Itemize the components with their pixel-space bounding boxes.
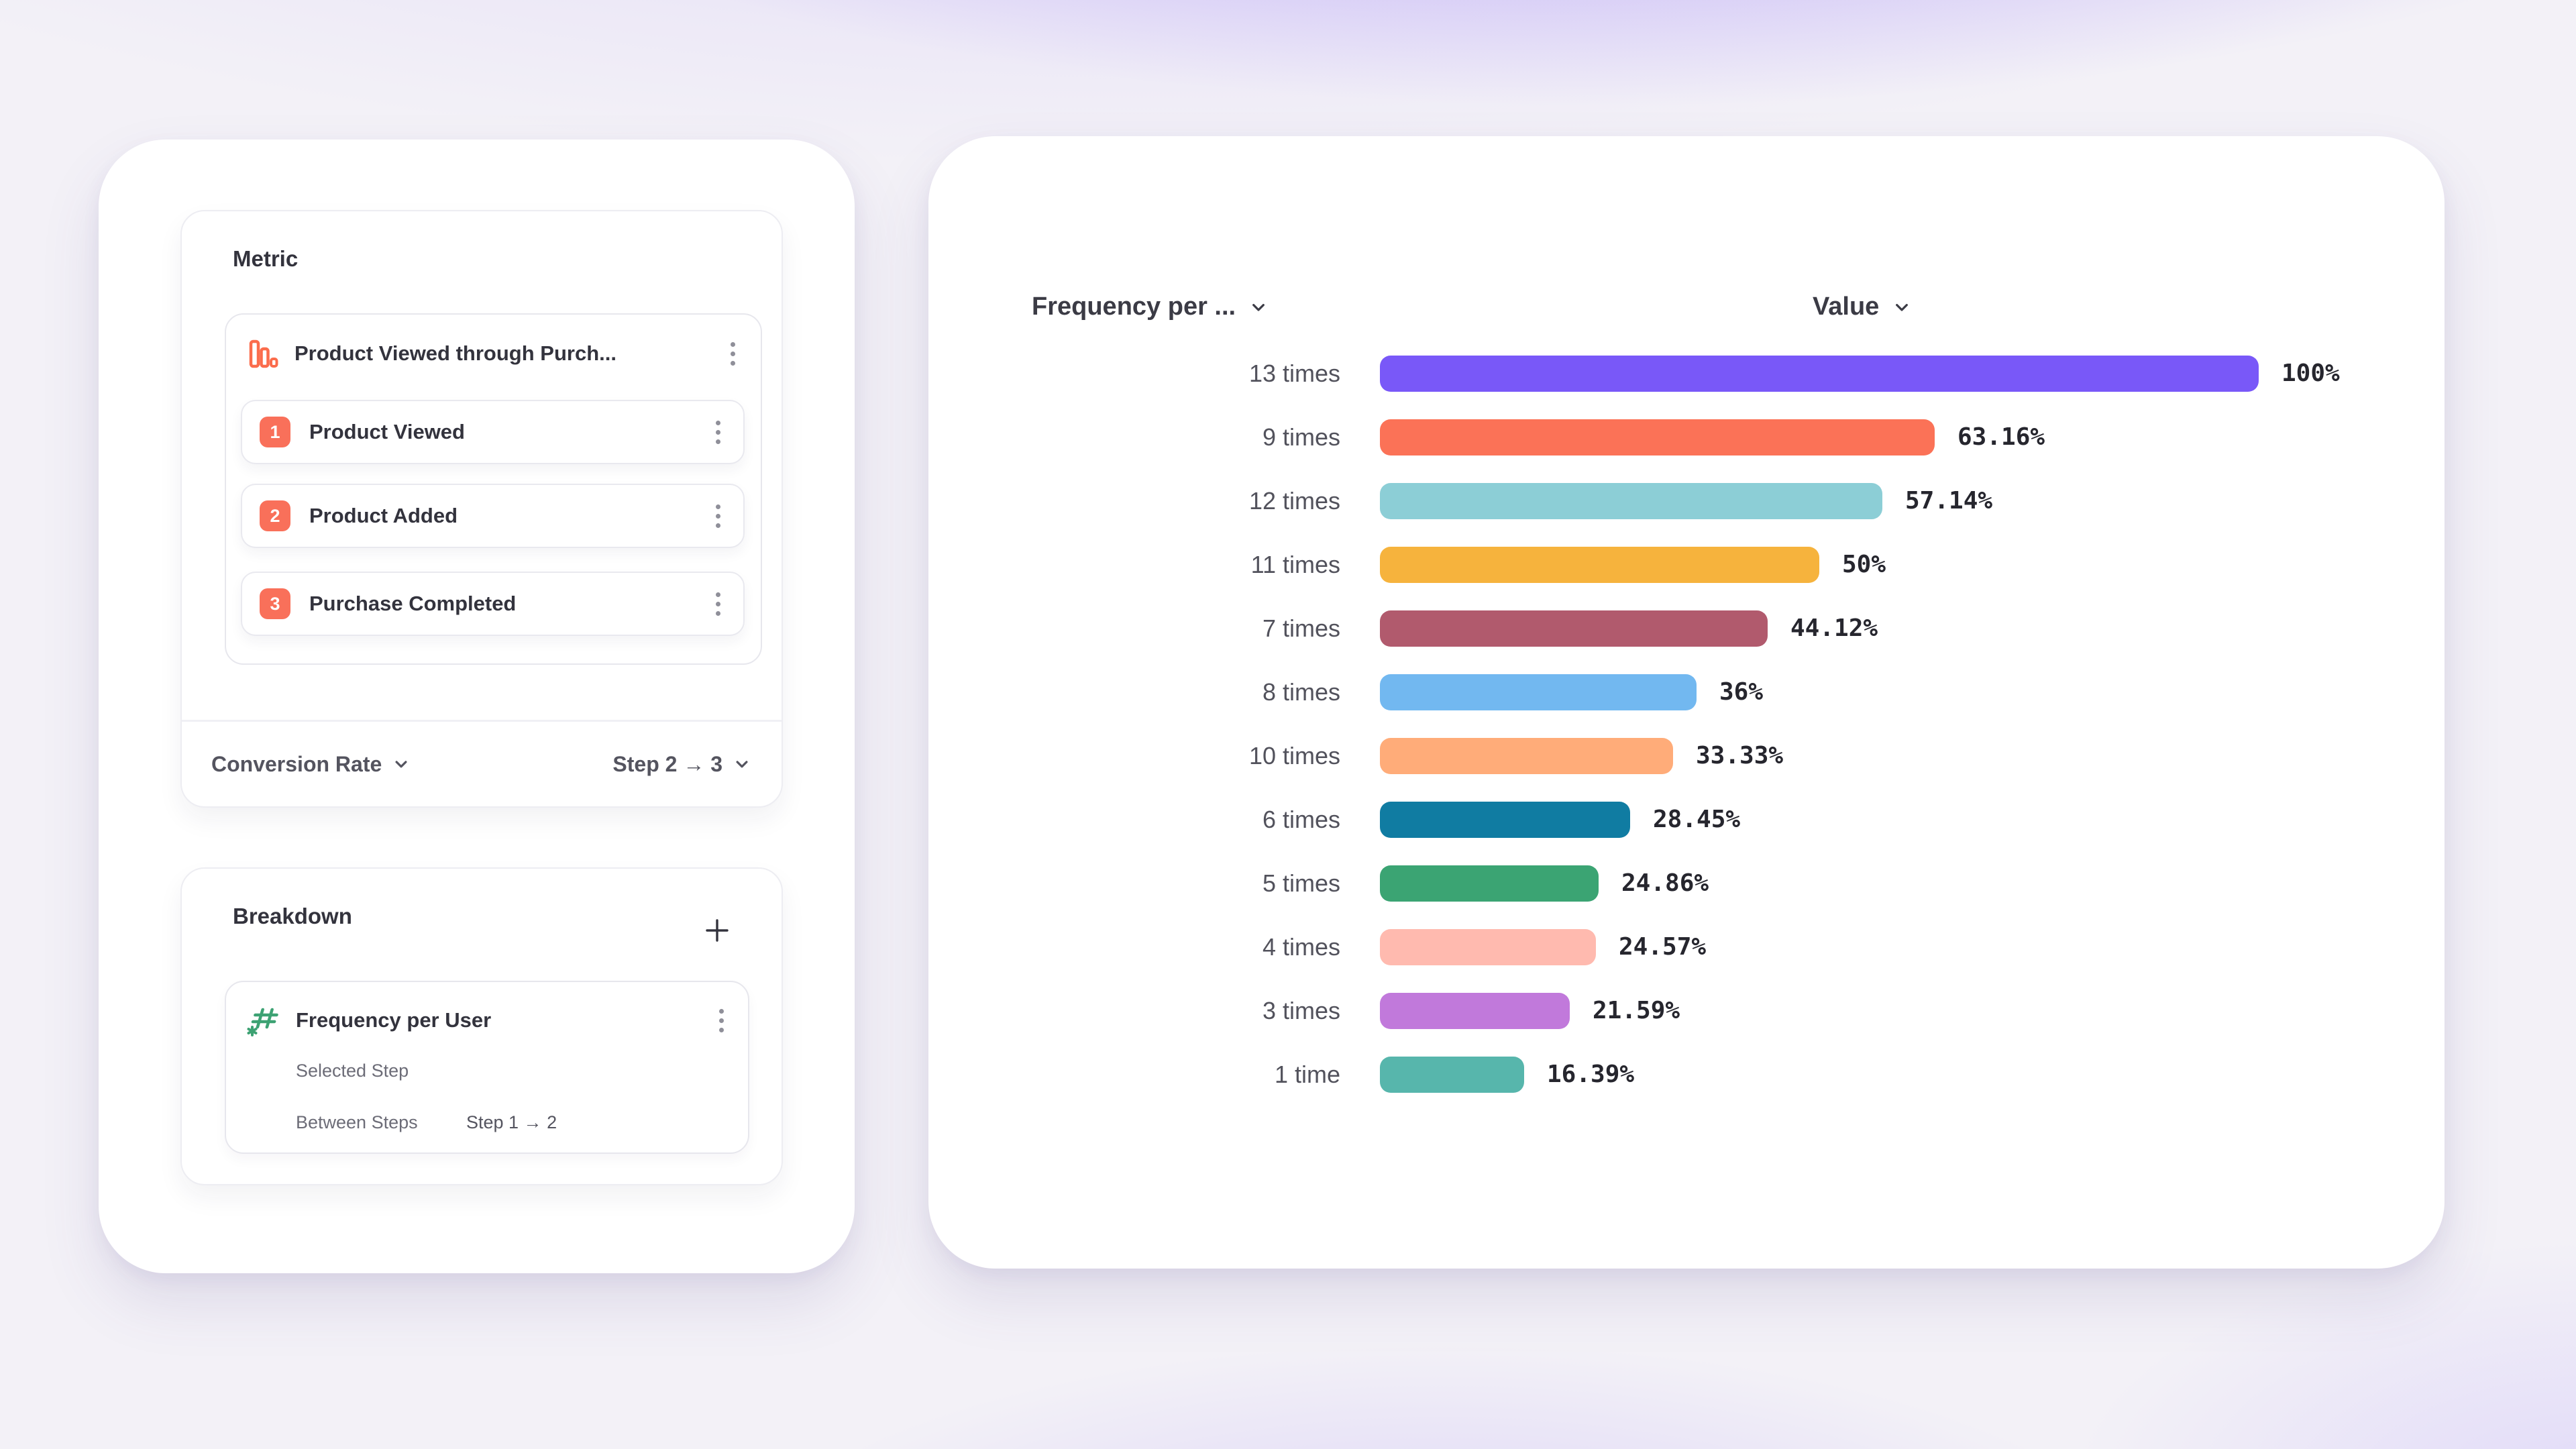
value-label: 24.86% xyxy=(1621,869,1709,897)
breakdown-between-steps-row: Between Steps Step 1 → 2 xyxy=(296,1112,557,1133)
value-label: 33.33% xyxy=(1696,742,1784,769)
kebab-menu-icon[interactable] xyxy=(714,1004,729,1038)
chevron-down-icon xyxy=(391,754,411,774)
between-steps-value[interactable]: Step 1 → 2 xyxy=(466,1112,557,1132)
step-number-badge: 1 xyxy=(260,417,290,447)
step-range-label: Step 2 → 3 xyxy=(612,751,722,776)
chevron-down-icon xyxy=(732,754,752,774)
frequency-column-header-label: Frequency per ... xyxy=(1032,292,1236,321)
bar-chart: 13 times 100% 9 times 63.16% 12 times 57… xyxy=(928,341,2404,1106)
kebab-menu-icon[interactable] xyxy=(725,337,741,371)
chart-row: 6 times 28.45% xyxy=(928,788,2404,851)
category-label: 12 times xyxy=(1248,486,1340,515)
value-label: 44.12% xyxy=(1790,614,1878,642)
step-number-badge: 2 xyxy=(260,500,290,531)
selected-step-label: Selected Step xyxy=(296,1061,409,1081)
kebab-menu-icon[interactable] xyxy=(710,587,726,621)
chart-row: 7 times 44.12% xyxy=(928,596,2404,660)
breakdown-section-title: Breakdown xyxy=(233,904,352,928)
funnel-header-row[interactable]: Product Viewed through Purch... xyxy=(226,324,761,383)
bar[interactable] xyxy=(1380,482,1882,519)
breakdown-item[interactable]: Frequency per User Selected Step Between… xyxy=(225,981,749,1154)
query-builder-panel: Metric Product Viewed through Purch... 1… xyxy=(99,140,855,1273)
bar[interactable] xyxy=(1380,1056,1524,1093)
metric-section-title: Metric xyxy=(233,246,299,271)
value-label: 50% xyxy=(1842,551,1886,578)
value-label: 28.45% xyxy=(1653,806,1741,833)
funnel-chart-icon xyxy=(246,337,280,370)
value-label: 57.14% xyxy=(1905,487,1993,515)
chart-row: 5 times 24.86% xyxy=(928,851,2404,915)
metric-footer: Conversion Rate Step 2 → 3 xyxy=(182,722,782,806)
breakdown-selected-step-row: Selected Step xyxy=(296,1061,409,1081)
value-label: 63.16% xyxy=(1957,423,2045,451)
conversion-rate-dropdown[interactable]: Conversion Rate xyxy=(211,752,411,777)
bar[interactable] xyxy=(1380,992,1570,1029)
chart-row: 11 times 50% xyxy=(928,533,2404,596)
chevron-down-icon xyxy=(1891,297,1913,318)
chart-row: 8 times 36% xyxy=(928,660,2404,724)
category-label: 5 times xyxy=(1262,869,1340,897)
breakdown-card: Breakdown Frequency per U xyxy=(180,867,783,1185)
hash-sparkle-icon xyxy=(245,1003,280,1038)
bar[interactable] xyxy=(1380,546,1819,583)
step-label: Purchase Completed xyxy=(309,592,517,615)
chart-row: 12 times 57.14% xyxy=(928,469,2404,533)
metric-card: Metric Product Viewed through Purch... 1… xyxy=(180,210,783,808)
category-label: 6 times xyxy=(1262,805,1340,833)
bar[interactable] xyxy=(1380,674,1697,710)
category-label: 11 times xyxy=(1250,550,1340,578)
chevron-down-icon xyxy=(1248,297,1269,318)
category-label: 8 times xyxy=(1262,678,1340,706)
value-column-header-label: Value xyxy=(1813,292,1880,321)
value-label: 24.57% xyxy=(1619,933,1707,961)
chart-row: 10 times 33.33% xyxy=(928,724,2404,788)
category-label: 4 times xyxy=(1262,932,1340,961)
category-label: 10 times xyxy=(1248,741,1340,769)
value-column-header-dropdown[interactable]: Value xyxy=(1813,292,1913,321)
step-number-badge: 3 xyxy=(260,588,290,619)
category-label: 13 times xyxy=(1248,359,1340,387)
step-label: Product Added xyxy=(309,504,458,527)
bar[interactable] xyxy=(1380,928,1596,965)
category-label: 7 times xyxy=(1262,614,1340,642)
kebab-menu-icon[interactable] xyxy=(710,499,726,533)
funnel-step[interactable]: 1 Product Viewed xyxy=(241,400,745,464)
bar[interactable] xyxy=(1380,610,1768,647)
add-breakdown-button[interactable] xyxy=(700,913,735,948)
chart-row: 9 times 63.16% xyxy=(928,405,2404,469)
value-label: 16.39% xyxy=(1547,1061,1635,1088)
kebab-menu-icon[interactable] xyxy=(710,415,726,449)
frequency-column-header-dropdown[interactable]: Frequency per ... xyxy=(1032,292,1269,321)
bar[interactable] xyxy=(1380,737,1673,774)
conversion-rate-label: Conversion Rate xyxy=(211,751,382,776)
chart-row: 1 time 16.39% xyxy=(928,1042,2404,1106)
divider xyxy=(182,720,782,722)
funnel-step[interactable]: 3 Purchase Completed xyxy=(241,572,745,636)
chart-row: 3 times 21.59% xyxy=(928,979,2404,1042)
bar[interactable] xyxy=(1380,419,1935,455)
chart-row: 13 times 100% xyxy=(928,341,2404,405)
breakdown-item-header: Frequency per User xyxy=(226,994,748,1046)
step-label: Product Viewed xyxy=(309,420,465,443)
funnel-group: Product Viewed through Purch... 1 Produc… xyxy=(225,313,762,665)
category-label: 1 time xyxy=(1274,1060,1340,1088)
value-label: 100% xyxy=(2282,360,2340,387)
bar[interactable] xyxy=(1380,801,1630,838)
between-steps-label: Between Steps xyxy=(296,1112,418,1132)
breakdown-item-name: Frequency per User xyxy=(296,1008,492,1032)
value-label: 21.59% xyxy=(1593,997,1680,1024)
category-label: 3 times xyxy=(1262,996,1340,1024)
value-label: 36% xyxy=(1719,678,1764,706)
funnel-name: Product Viewed through Purch... xyxy=(294,341,616,365)
funnel-step[interactable]: 2 Product Added xyxy=(241,484,745,548)
bar[interactable] xyxy=(1380,865,1599,902)
chart-panel: Frequency per ... Value 13 times 100% 9 … xyxy=(928,136,2445,1269)
bar[interactable] xyxy=(1380,355,2259,392)
category-label: 9 times xyxy=(1262,423,1340,451)
chart-row: 4 times 24.57% xyxy=(928,915,2404,979)
step-range-dropdown[interactable]: Step 2 → 3 xyxy=(612,752,752,777)
